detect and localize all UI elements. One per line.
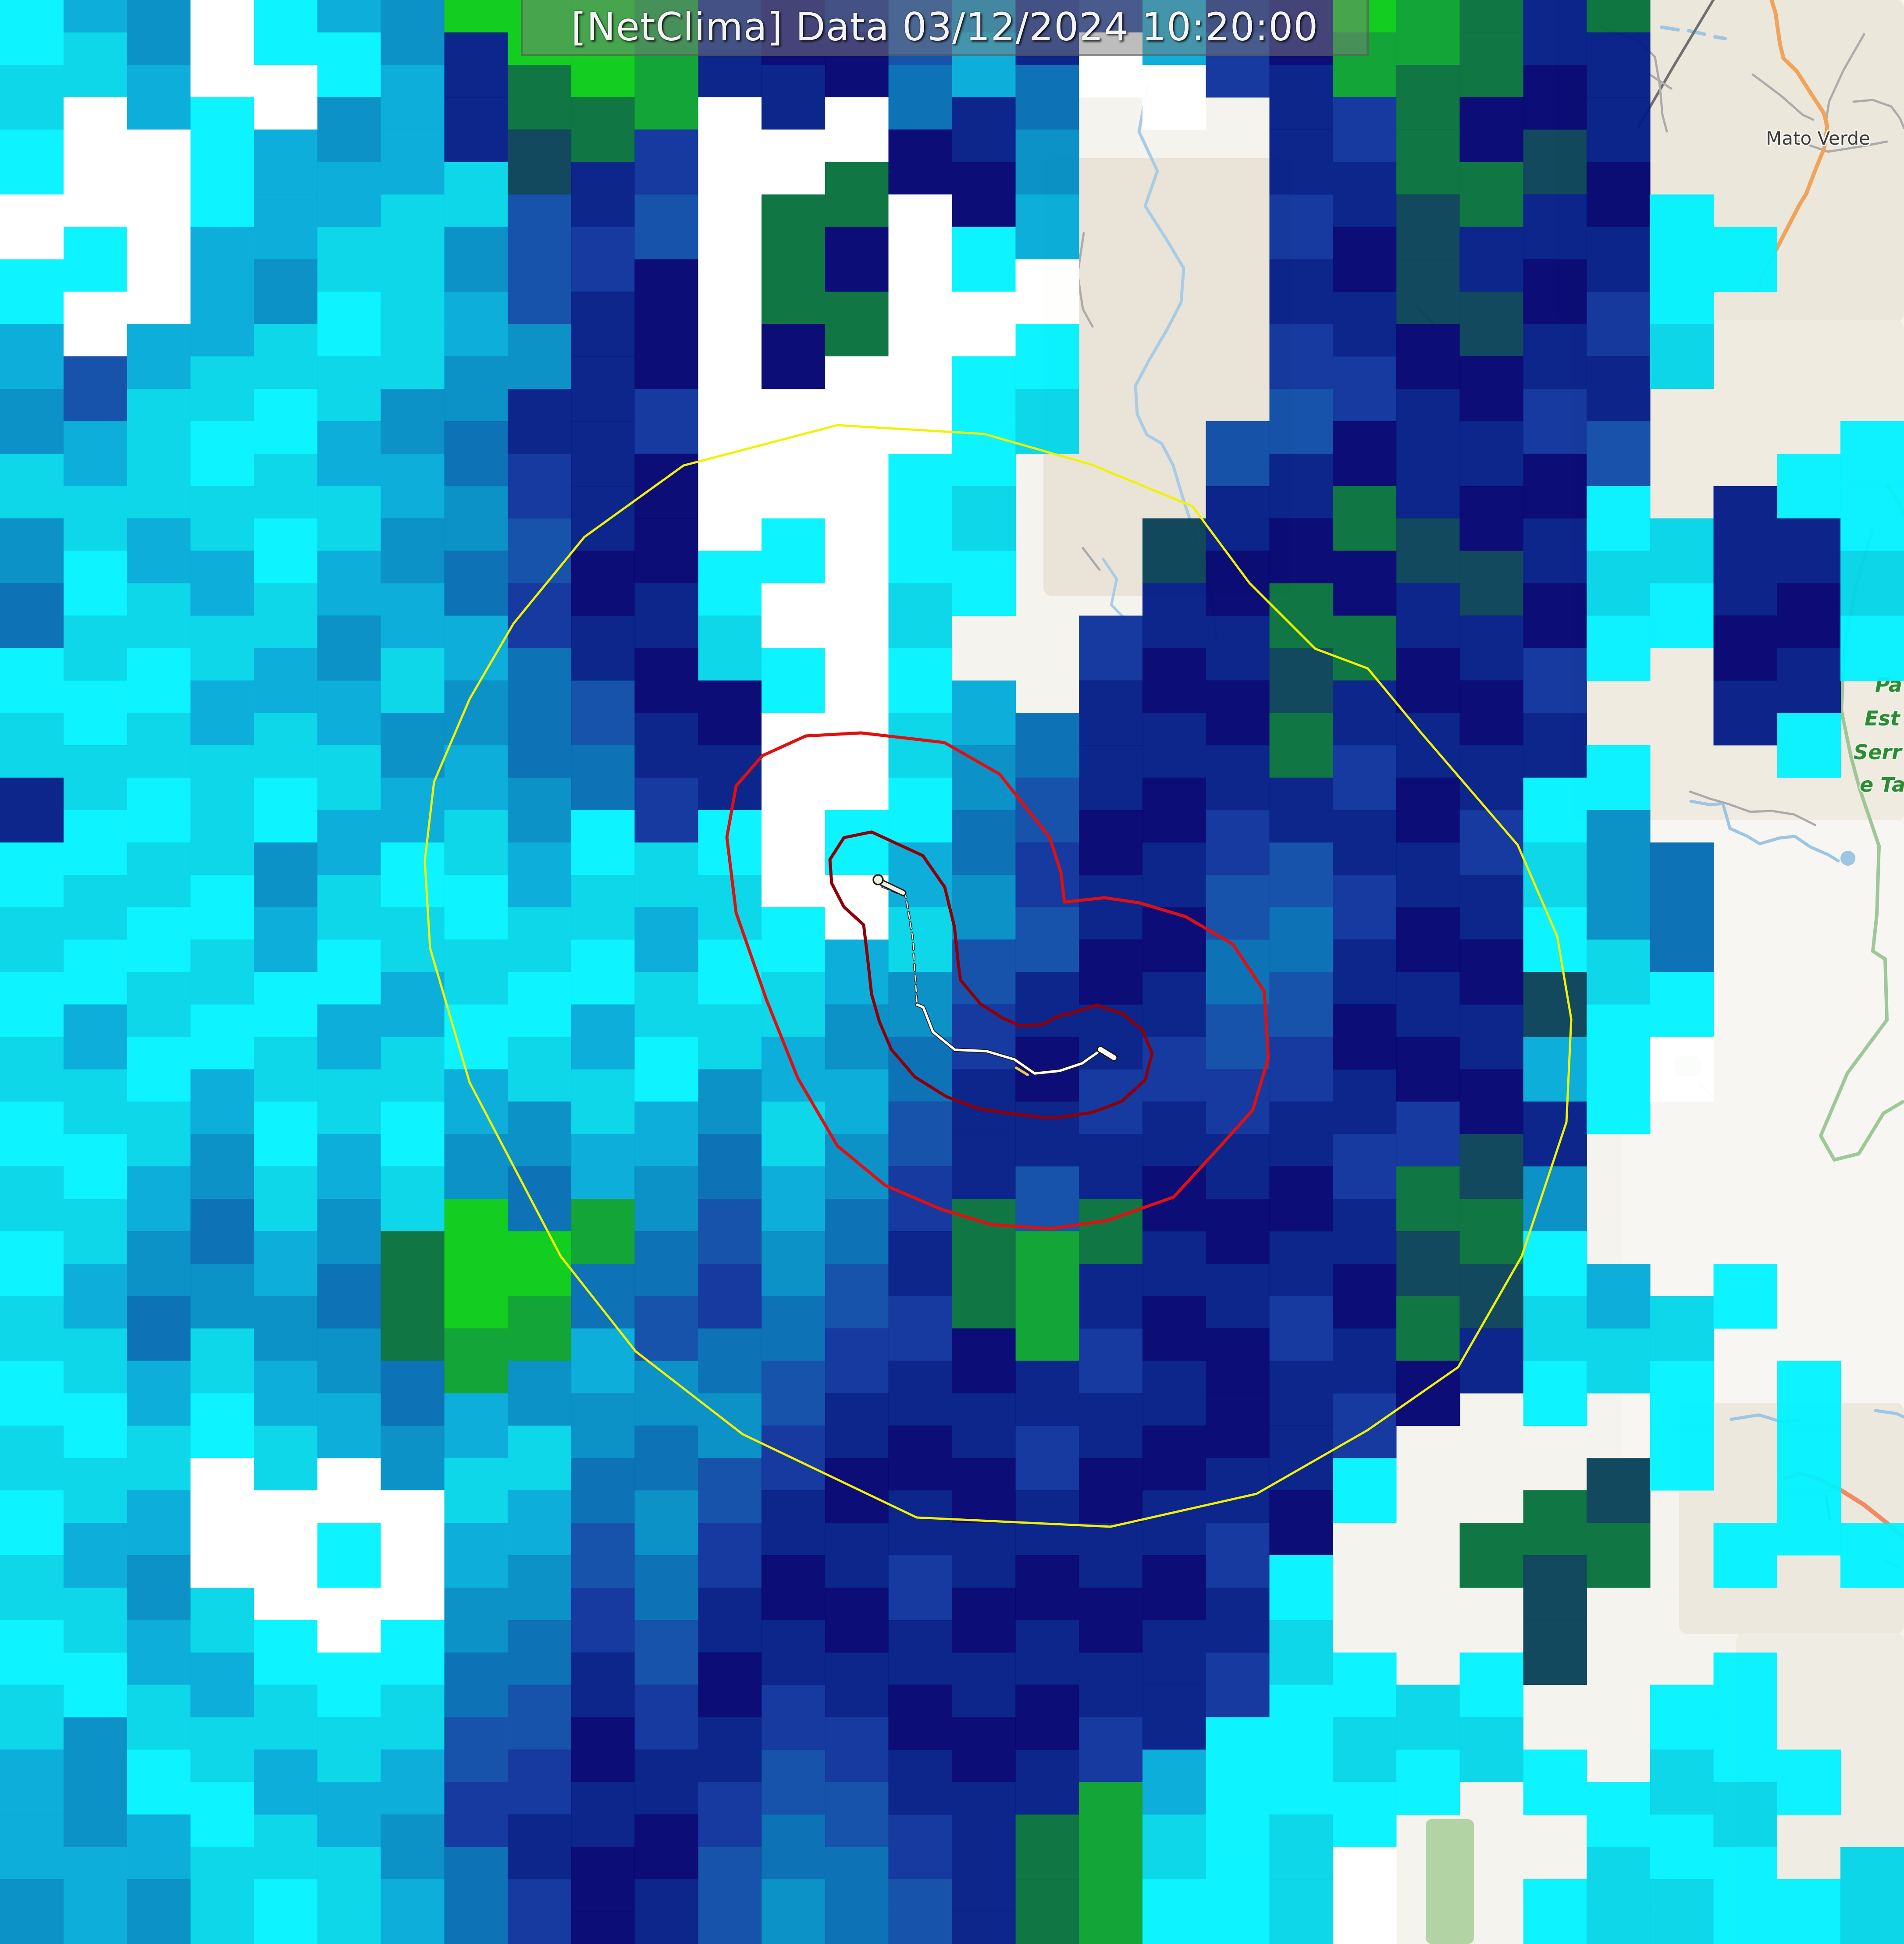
town-label-mato-verde: Mato Verde — [1766, 128, 1870, 149]
storm-contour-core-intensity — [828, 830, 1154, 1119]
map-road-minor — [1689, 790, 1816, 826]
map-road-minor — [1751, 73, 1815, 121]
map-lake — [1840, 851, 1855, 866]
map-road-minor — [1852, 99, 1904, 129]
track-start-marker — [872, 874, 884, 885]
map-river — [1874, 1409, 1904, 1419]
map-river — [1687, 29, 1706, 36]
map-vegetation-area — [1426, 1819, 1474, 1944]
map-river — [1660, 25, 1680, 32]
park-label-line: e Ta — [1860, 773, 1904, 796]
park-label-line: Serr — [1854, 740, 1903, 764]
map-road-minor — [1824, 33, 1865, 126]
map-river — [1713, 35, 1727, 40]
map-road-secondary — [1754, 0, 1829, 292]
track-line — [916, 1003, 1115, 1075]
map-road-minor — [1647, 72, 1673, 90]
track-warn-tick — [1015, 1066, 1029, 1076]
map-road-minor — [1082, 547, 1101, 571]
map-road-minor — [1796, 140, 1888, 153]
track-start-hand — [880, 881, 905, 895]
park-label-line: Est — [1865, 707, 1901, 730]
map-river — [1689, 800, 1840, 863]
timestamp-title-overlay: [NetClima] Data 03/12/2024 10:20:00 — [521, 0, 1369, 56]
storm-contour-mid-intensity — [725, 731, 1270, 1230]
storm-contour-outer-range — [424, 424, 1573, 1528]
park-boundary — [1819, 527, 1904, 1162]
storm-contours — [424, 424, 1573, 1528]
map-river — [1134, 84, 1219, 643]
storm-track — [872, 874, 1118, 1076]
track-end-nub — [1098, 1047, 1117, 1060]
map-river — [1102, 558, 1126, 620]
map-road-minor — [1076, 232, 1094, 328]
